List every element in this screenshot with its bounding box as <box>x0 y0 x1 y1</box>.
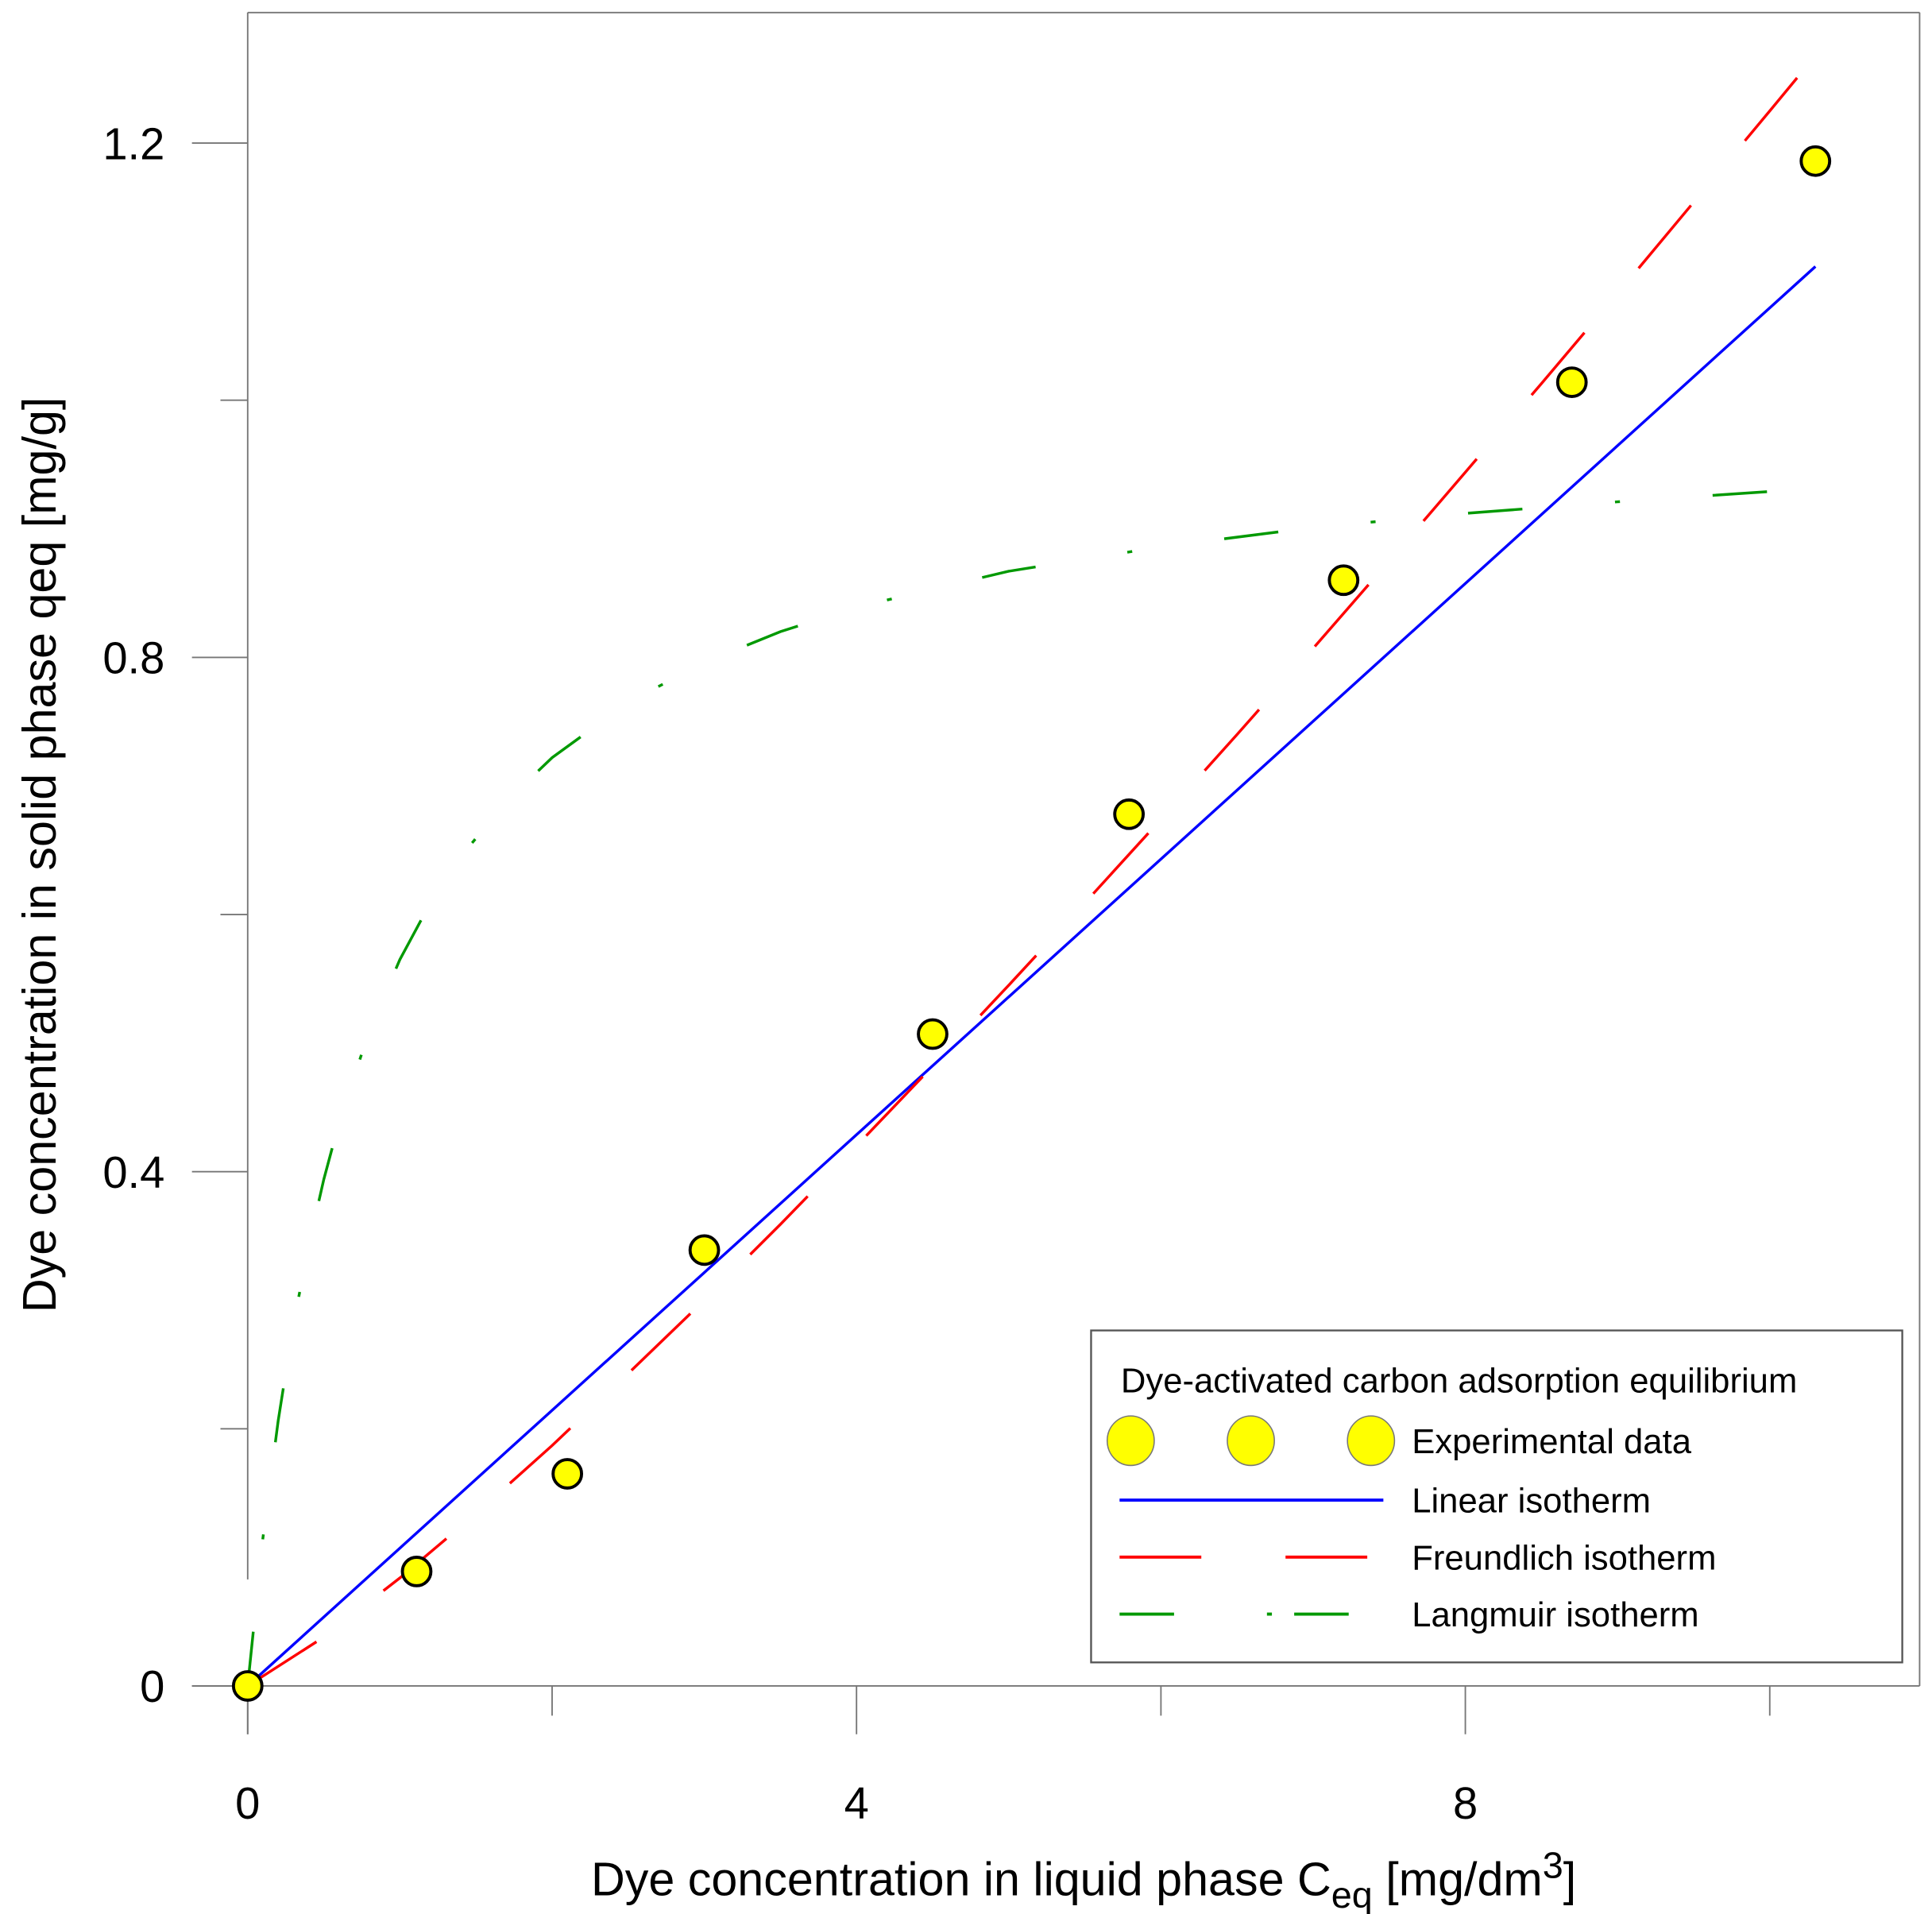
y-tick-label: 1.2 <box>102 118 164 168</box>
y-tick-label: 0.8 <box>102 633 164 683</box>
data-point <box>688 1234 721 1266</box>
series-layer <box>231 54 1832 1702</box>
axis-ticks: 0 4 8 0 0.4 0.8 1.2 <box>102 118 1771 1828</box>
legend-entry-linear: Linear isotherm <box>1119 1482 1651 1521</box>
legend-box <box>1090 1329 1903 1664</box>
legend-label: Freundlich isotherm <box>1412 1538 1716 1577</box>
legend: Dye-activated carbon adsorption equilibr… <box>1090 1329 1903 1664</box>
series-line-freundlich-isotherm <box>246 54 1817 1688</box>
legend-title: Dye-activated carbon adsorption equilibr… <box>1121 1361 1797 1400</box>
data-point <box>1113 798 1146 830</box>
legend-label: Langmuir isotherm <box>1412 1595 1698 1634</box>
x-axis-label: Dye concentration in liquid phase Ceq [m… <box>591 1845 1576 1914</box>
x-tick-label: 4 <box>844 1778 869 1828</box>
legend-label: Linear isotherm <box>1412 1482 1651 1521</box>
y-tick-label: 0 <box>140 1661 164 1711</box>
x-tick-label: 8 <box>1453 1778 1478 1828</box>
legend-entry-langmuir: Langmuir isotherm <box>1119 1595 1699 1634</box>
data-point <box>551 1458 584 1490</box>
legend-entry-experimental: Experimental data <box>1106 1415 1692 1467</box>
data-point <box>1799 145 1832 177</box>
y-axis-label: Dye concentration in solid phase qeq [mg… <box>13 397 66 1313</box>
data-point <box>400 1556 433 1587</box>
x-tick-label: 0 <box>235 1778 260 1828</box>
data-point <box>1327 564 1360 597</box>
data-point <box>1555 366 1588 398</box>
data-point <box>231 1670 264 1702</box>
data-point <box>917 1018 949 1050</box>
y-tick-label: 0.4 <box>102 1147 164 1197</box>
plot-frame <box>191 11 1921 1734</box>
legend-label: Experimental data <box>1412 1422 1691 1461</box>
series-line-linear-isotherm <box>246 265 1817 1688</box>
legend-entry-freundlich: Freundlich isotherm <box>1119 1538 1716 1577</box>
